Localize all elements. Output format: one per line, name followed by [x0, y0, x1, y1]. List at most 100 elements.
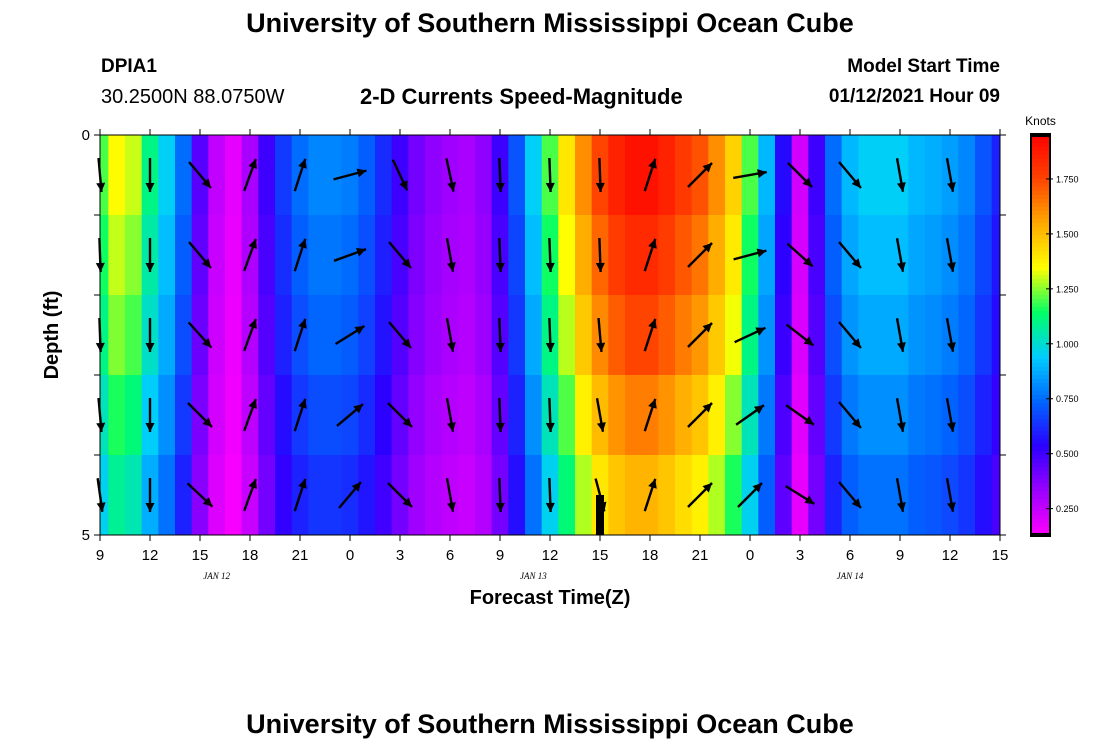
colorbar-strip	[1031, 299, 1050, 304]
colorbar-strip	[1031, 471, 1050, 476]
arrow-head	[545, 182, 555, 192]
heatmap-cell	[608, 135, 626, 216]
current-arrow	[293, 478, 307, 512]
colorbar-strip	[1031, 415, 1050, 420]
arrow-head	[545, 502, 555, 512]
heatmap-cell	[808, 295, 826, 376]
heatmap-cell	[775, 295, 793, 376]
current-arrow	[733, 248, 767, 261]
heatmap-cell	[675, 135, 693, 216]
current-arrow	[188, 161, 212, 189]
colorbar-tick-label: 1.500	[1056, 229, 1079, 239]
heatmap-cell	[208, 215, 226, 296]
arrow-head	[702, 482, 713, 493]
current-arrow	[445, 318, 456, 352]
heatmap-cell	[875, 455, 893, 535]
heatmap-cell	[325, 375, 343, 456]
heatmap-cell	[708, 455, 726, 535]
heatmap-cell	[975, 375, 993, 456]
heatmap-cell	[358, 375, 376, 456]
colorbar-strip	[1031, 207, 1050, 212]
heatmap-cell	[725, 375, 743, 456]
arrow-head	[702, 242, 713, 253]
heatmap-cell	[975, 135, 993, 216]
heatmap-cell	[425, 215, 443, 296]
colorbar-strip	[1031, 187, 1050, 192]
colorbar-strip	[1031, 287, 1050, 292]
heatmap-cell	[275, 135, 293, 216]
current-arrow	[334, 324, 366, 346]
colorbar-strip	[1031, 147, 1050, 152]
current-arrow	[784, 484, 816, 506]
colorbar-strip	[1031, 343, 1050, 348]
heatmap-cell	[475, 135, 493, 216]
x-tick-label: 15	[192, 547, 209, 564]
x-tick-label: 3	[796, 547, 804, 564]
colorbar-strip	[1031, 275, 1050, 280]
heatmap-cell	[175, 375, 193, 456]
current-arrow	[785, 404, 815, 426]
current-arrow	[495, 477, 505, 513]
y-axis: 05	[82, 127, 1006, 544]
colorbar-strip	[1031, 211, 1050, 216]
colorbar-tick-label: 1.750	[1056, 174, 1079, 184]
heatmap-cell	[275, 215, 293, 296]
heatmap-cell	[575, 455, 593, 535]
heatmap-cell	[108, 375, 126, 456]
arrow-head	[946, 182, 956, 192]
current-arrow	[594, 478, 607, 512]
heatmap-cell	[475, 455, 493, 535]
arrow-head	[545, 422, 555, 432]
heatmap-cell	[225, 375, 243, 456]
arrow-head	[946, 502, 956, 512]
current-arrow	[293, 238, 307, 272]
colorbar-strip	[1031, 431, 1050, 436]
colorbar-strip	[1031, 167, 1050, 172]
x-tick-label: 0	[746, 547, 754, 564]
x-axis-title: Forecast Time(Z)	[470, 587, 631, 609]
current-arrow	[387, 482, 413, 508]
colorbar-strip	[1031, 495, 1050, 500]
heatmap-cell	[258, 375, 276, 456]
colorbar-strip	[1031, 219, 1050, 224]
colorbar-tick-label: 1.000	[1056, 339, 1079, 349]
arrow-head	[495, 422, 505, 432]
colorbar-strip	[1031, 339, 1050, 344]
heatmap-cell	[775, 455, 793, 535]
colorbar-strip	[1031, 303, 1050, 308]
heatmap-cell	[725, 295, 743, 376]
colorbar-strip	[1031, 327, 1050, 332]
y-tick-label: 0	[82, 127, 90, 144]
current-arrow	[643, 158, 657, 192]
heatmap-cell	[375, 295, 393, 376]
heatmap-cell	[175, 215, 193, 296]
colorbar-strip	[1031, 215, 1050, 220]
x-axis: 9 12 15 18 21 0 3 6 9 12 15 18 21 0 3 6 9 12 15 JAN 12 JAN 1…	[96, 129, 1008, 581]
heatmap-cell	[675, 215, 693, 296]
heatmap-cell	[258, 215, 276, 296]
colorbar-strip	[1031, 523, 1050, 528]
colorbar-strip	[1031, 367, 1050, 372]
heatmap-cell	[808, 215, 826, 296]
current-arrow	[643, 478, 657, 512]
heatmap-cell	[475, 375, 493, 456]
heatmap-cell	[658, 215, 676, 296]
heatmap-cell	[575, 135, 593, 216]
current-time-marker	[596, 495, 604, 535]
colorbar-strip	[1031, 203, 1050, 208]
colorbar-strip	[1031, 307, 1050, 312]
colorbar-strip	[1031, 155, 1050, 160]
current-arrow	[293, 398, 307, 432]
colorbar-strip	[1031, 423, 1050, 428]
heatmap-cell	[125, 135, 143, 216]
x-tick-label: 3	[396, 547, 404, 564]
current-arrow	[786, 242, 814, 268]
arrow-head	[896, 422, 906, 432]
heatmap-cell	[125, 215, 143, 296]
arrow-head	[753, 405, 764, 415]
heatmap-cell	[825, 135, 843, 216]
x-tick-label: 18	[642, 547, 659, 564]
heatmap-cell	[308, 375, 326, 456]
colorbar-strip	[1031, 183, 1050, 188]
heatmap-cell	[100, 215, 109, 296]
